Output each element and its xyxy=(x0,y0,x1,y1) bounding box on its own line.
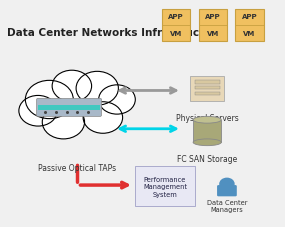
Circle shape xyxy=(25,81,73,119)
FancyBboxPatch shape xyxy=(199,10,227,42)
FancyBboxPatch shape xyxy=(190,76,224,101)
Text: APP: APP xyxy=(168,14,184,20)
Ellipse shape xyxy=(193,139,221,146)
Circle shape xyxy=(220,178,234,190)
FancyBboxPatch shape xyxy=(37,99,101,117)
Text: APP: APP xyxy=(205,14,221,20)
Circle shape xyxy=(99,86,135,115)
Circle shape xyxy=(83,102,123,134)
Text: Performance
Management
System: Performance Management System xyxy=(143,176,187,197)
FancyBboxPatch shape xyxy=(135,166,194,207)
Circle shape xyxy=(76,72,118,106)
Ellipse shape xyxy=(193,117,221,123)
FancyBboxPatch shape xyxy=(38,106,100,110)
Circle shape xyxy=(19,96,57,126)
FancyBboxPatch shape xyxy=(162,10,190,42)
FancyBboxPatch shape xyxy=(235,10,264,42)
Text: APP: APP xyxy=(242,14,257,20)
Text: VM: VM xyxy=(170,31,182,37)
Text: Physical Servers: Physical Servers xyxy=(176,114,239,122)
FancyBboxPatch shape xyxy=(193,120,221,143)
FancyBboxPatch shape xyxy=(194,81,220,84)
FancyBboxPatch shape xyxy=(194,86,220,90)
Text: FC SAN Storage: FC SAN Storage xyxy=(177,154,237,163)
FancyBboxPatch shape xyxy=(217,185,237,196)
Text: Passive Optical TAPs: Passive Optical TAPs xyxy=(38,163,117,172)
Circle shape xyxy=(42,106,85,139)
Text: VM: VM xyxy=(207,31,219,37)
Text: Data Center Networks Infrastructure: Data Center Networks Infrastructure xyxy=(7,28,224,38)
FancyBboxPatch shape xyxy=(194,92,220,96)
Text: VM: VM xyxy=(243,31,256,37)
Text: Data Center
Managers: Data Center Managers xyxy=(207,199,247,212)
Circle shape xyxy=(52,71,91,102)
